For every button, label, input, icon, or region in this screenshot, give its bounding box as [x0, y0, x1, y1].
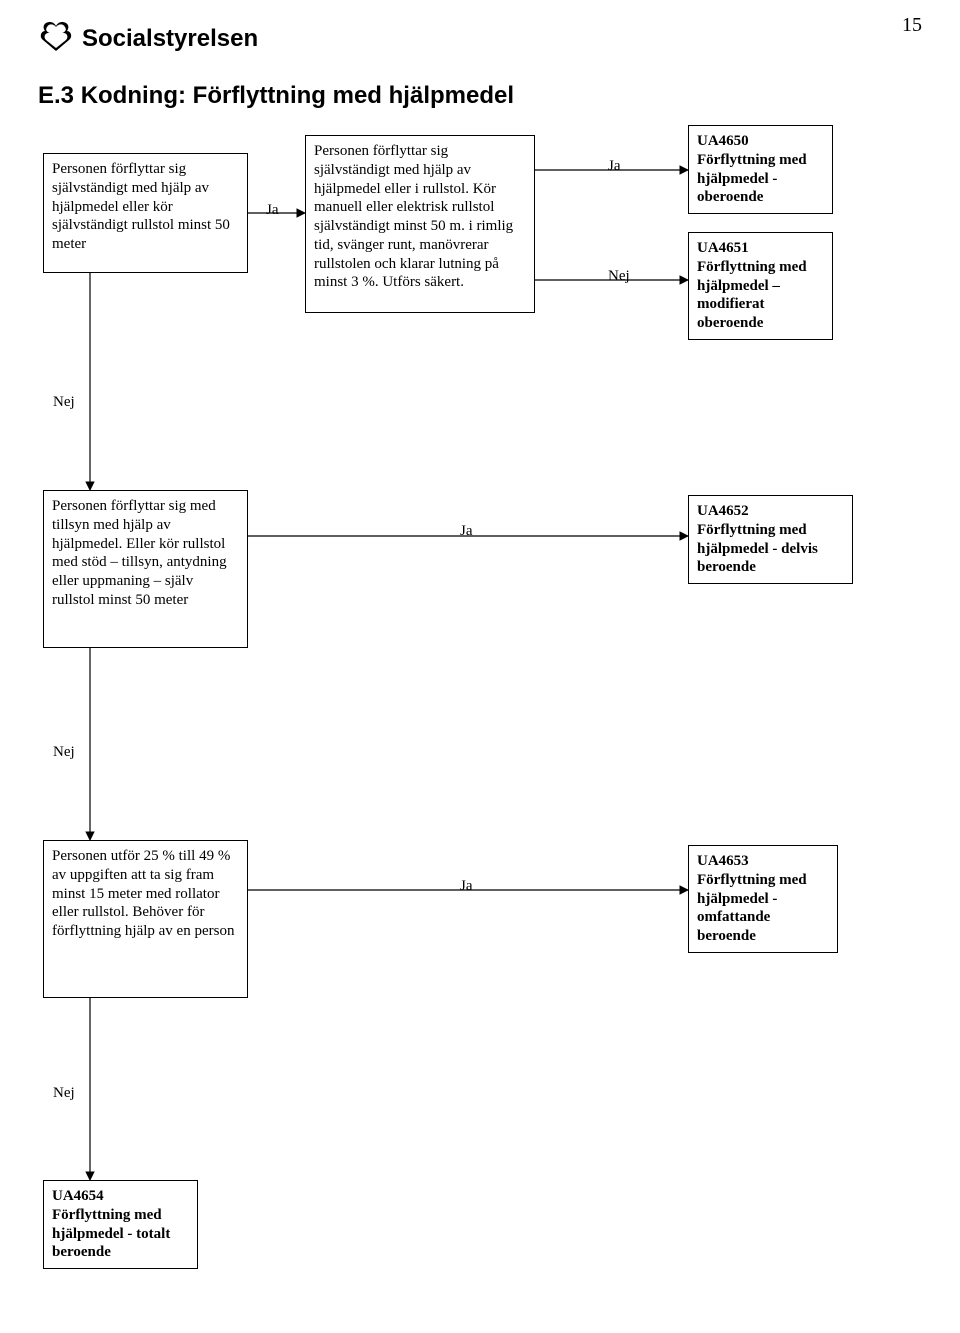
- edge-label-ja: Ja: [460, 523, 473, 540]
- edge-label-ja: Ja: [266, 202, 279, 219]
- edge-label-nej: Nej: [53, 394, 75, 411]
- edge-label-nej: Nej: [53, 1085, 75, 1102]
- edge-label-nej: Nej: [53, 744, 75, 761]
- edge-label-ja: Ja: [460, 878, 473, 895]
- result-box-ua4654: UA4654 Förflyttning med hjälpmedel - tota…: [43, 1180, 198, 1269]
- question-box-4: Personen utför 25 % till 49 % av uppgift…: [43, 840, 248, 998]
- result-text: Förflyttning med hjälpmedel - delvis ber…: [697, 522, 818, 576]
- result-code: UA4650: [697, 133, 749, 149]
- result-text: Förflyttning med hjälpmedel - totalt ber…: [52, 1207, 170, 1261]
- result-code: UA4654: [52, 1188, 104, 1204]
- question-box-1: Personen förflyttar sig självständigt me…: [43, 153, 248, 273]
- result-text: Förflyttning med hjälpmedel – modifierat…: [697, 259, 807, 331]
- result-code: UA4651: [697, 240, 749, 256]
- result-code: UA4652: [697, 503, 749, 519]
- result-box-ua4651: UA4651 Förflyttning med hjälpmedel – modi…: [688, 232, 833, 340]
- result-code: UA4653: [697, 853, 749, 869]
- edge-label-nej: Nej: [608, 268, 630, 285]
- question-box-3: Personen förflyttar sig med tillsyn med …: [43, 490, 248, 648]
- result-box-ua4650: UA4650 Förflyttning med hjälpmedel - ober…: [688, 125, 833, 214]
- result-box-ua4653: UA4653 Förflyttning med hjälpmedel - omfa…: [688, 845, 838, 953]
- result-text: Förflyttning med hjälpmedel - oberoende: [697, 152, 807, 206]
- edge-label-ja: Ja: [608, 158, 621, 175]
- question-box-2: Personen förflyttar sig självständigt me…: [305, 135, 535, 313]
- result-text: Förflyttning med hjälpmedel - omfattande…: [697, 872, 807, 944]
- result-box-ua4652: UA4652 Förflyttning med hjälpmedel - delv…: [688, 495, 853, 584]
